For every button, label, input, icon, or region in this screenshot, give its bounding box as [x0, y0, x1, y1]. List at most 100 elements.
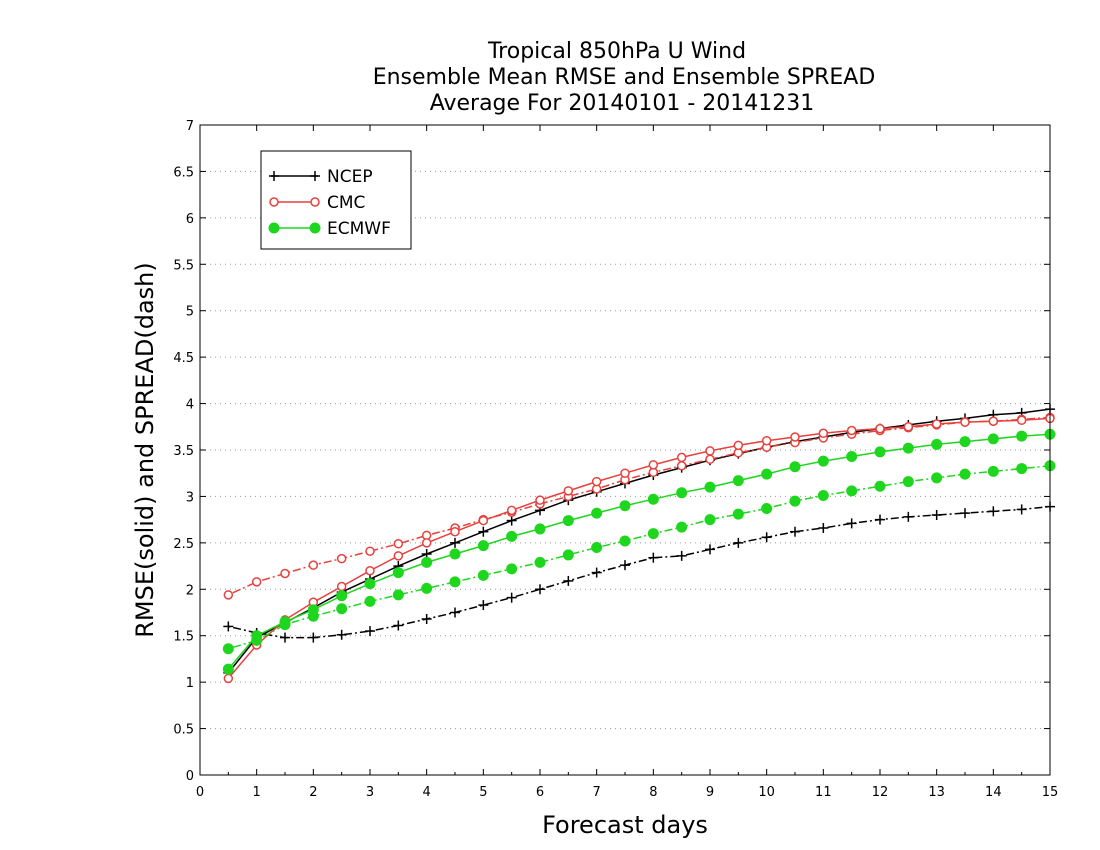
- series-layer: [222, 404, 1056, 684]
- x-tick-label: 6: [536, 785, 544, 800]
- y-tick-label: 1.5: [173, 630, 194, 645]
- y-tick-label: 6.5: [173, 165, 194, 180]
- cmc-rmse-point: [393, 551, 404, 561]
- ecmwf-spread-point: [591, 542, 603, 553]
- chart-title-line-3: Average For 20140101 - 20141231: [430, 91, 815, 116]
- ecmwf-spread-point: [761, 503, 773, 514]
- ncep-spread-point: [903, 511, 914, 522]
- ncep-spread-point: [846, 518, 857, 529]
- legend-marker-start-ncep: [269, 171, 279, 181]
- ncep-spread-point: [818, 523, 829, 533]
- ecmwf-spread-point: [987, 465, 999, 477]
- ecmwf-spread-point: [931, 472, 943, 484]
- ecmwf-spread-point: [846, 485, 858, 497]
- chart-title-line-1: Tropical 850hPa U Wind: [487, 39, 746, 64]
- ecmwf-spread-point: [392, 589, 404, 601]
- cmc-rmse-point: [506, 505, 517, 516]
- x-tick-label: 13: [928, 785, 945, 800]
- ecmwf-spread-point: [336, 603, 348, 615]
- ncep-rmse-point: [450, 537, 460, 548]
- legend-label-cmc: CMC: [327, 193, 365, 213]
- ecmwf-spread-point: [732, 508, 744, 520]
- cmc-rmse-point: [903, 422, 914, 432]
- ecmwf-rmse-point: [902, 442, 914, 454]
- cmc-rmse-point: [591, 476, 602, 487]
- ncep-rmse-point: [478, 526, 489, 537]
- cmc-rmse-point: [676, 452, 687, 463]
- ecmwf-spread-point: [704, 514, 716, 526]
- y-tick-label: 4: [186, 398, 194, 413]
- y-tick-label: 3: [186, 490, 194, 505]
- x-tick-label: 10: [758, 785, 775, 800]
- cmc-rmse-point: [535, 495, 545, 505]
- ncep-spread-point: [1016, 504, 1027, 515]
- ncep-spread-point: [761, 532, 772, 543]
- ncep-spread-point: [223, 621, 234, 632]
- legend-marker-start-ecmwf: [268, 222, 280, 234]
- ncep-spread-point: [450, 607, 460, 618]
- ecmwf-spread-point: [421, 582, 433, 594]
- cmc-rmse-point: [875, 423, 885, 434]
- ecmwf-rmse-point: [846, 451, 858, 462]
- ncep-spread-point: [308, 632, 319, 643]
- cmc-rmse-point: [705, 446, 715, 456]
- cmc-spread-line: [227, 416, 1051, 596]
- ncep-spread-point: [875, 514, 885, 525]
- ecmwf-rmse-point: [817, 455, 829, 467]
- ncep-spread-point: [960, 508, 970, 519]
- cmc-rmse-point: [988, 416, 999, 426]
- ncep-spread-point: [931, 510, 942, 520]
- ecmwf-spread-point: [534, 556, 546, 568]
- ecmwf-spread-line: [228, 465, 1051, 650]
- ecmwf-rmse-point: [251, 630, 263, 642]
- ecmwf-rmse-point: [931, 438, 943, 450]
- cmc-spread-point: [223, 590, 234, 600]
- cmc-spread-point: [280, 568, 290, 579]
- ecmwf-rmse-point: [1016, 430, 1028, 442]
- axis-ticks: 00.511.522.533.544.555.566.570 1 2 3 4 5 6 7 8 9 1…: [173, 119, 1058, 800]
- ecmwf-rmse-point: [336, 590, 348, 602]
- ecmwf-rmse-point: [477, 540, 489, 552]
- ncep-spread-point: [478, 600, 489, 611]
- ecmwf-rmse-point: [619, 500, 631, 512]
- y-tick-label: 7: [186, 119, 194, 134]
- ecmwf-spread-point: [817, 490, 829, 501]
- ncep-spread-point: [535, 584, 545, 595]
- ecmwf-rmse-point: [279, 616, 291, 628]
- cmc-rmse-point: [223, 673, 234, 684]
- cmc-rmse-line: [227, 417, 1051, 679]
- ecmwf-rmse-point: [449, 548, 461, 560]
- cmc-rmse-point: [733, 440, 744, 451]
- ecmwf-rmse-point: [874, 446, 886, 458]
- x-tick-label: 3: [366, 785, 374, 800]
- ecmwf-rmse-point: [959, 436, 971, 448]
- y-tick-label: 0: [186, 769, 194, 784]
- cmc-rmse-point: [336, 581, 347, 592]
- ecmwf-rmse-point: [676, 487, 688, 499]
- ecmwf-rmse-point: [732, 475, 744, 487]
- cmc-rmse-point: [620, 468, 630, 478]
- ecmwf-spread-point: [1016, 463, 1028, 475]
- cmc-spread-point: [676, 461, 687, 471]
- legend-label-ecmwf: ECMWF: [327, 219, 391, 239]
- x-tick-label: 2: [309, 785, 317, 800]
- x-tick-label: 9: [706, 785, 714, 800]
- ecmwf-rmse-point: [392, 567, 404, 579]
- ecmwf-spread-point: [789, 495, 801, 507]
- ncep-spread-point: [393, 620, 404, 631]
- legend-label-ncep: NCEP: [327, 167, 373, 187]
- legend-marker-start-cmc: [269, 197, 279, 207]
- y-tick-label: 6: [186, 212, 194, 227]
- legend-box: [260, 150, 412, 250]
- legend-marker-end-cmc: [310, 197, 320, 207]
- ecmwf-spread-point: [902, 476, 914, 488]
- cmc-rmse-point: [1016, 415, 1027, 426]
- cmc-rmse-point: [450, 526, 460, 537]
- legend-marker-end-ncep: [310, 171, 320, 181]
- cmc-rmse-point: [421, 538, 432, 548]
- ecmwf-spread-point: [562, 549, 574, 561]
- ncep-spread-point: [591, 567, 602, 578]
- legend: NCEP CMC ECMWF: [260, 150, 412, 250]
- ecmwf-spread-point: [364, 595, 376, 607]
